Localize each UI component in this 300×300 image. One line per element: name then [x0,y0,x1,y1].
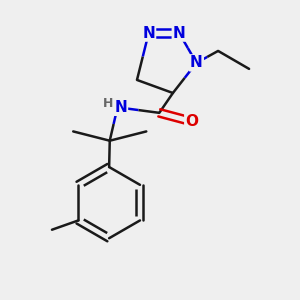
Text: N: N [114,100,127,115]
Text: N: N [190,56,203,70]
Text: H: H [102,97,113,110]
Text: O: O [185,114,198,129]
Text: N: N [173,26,186,40]
Text: N: N [142,26,155,40]
